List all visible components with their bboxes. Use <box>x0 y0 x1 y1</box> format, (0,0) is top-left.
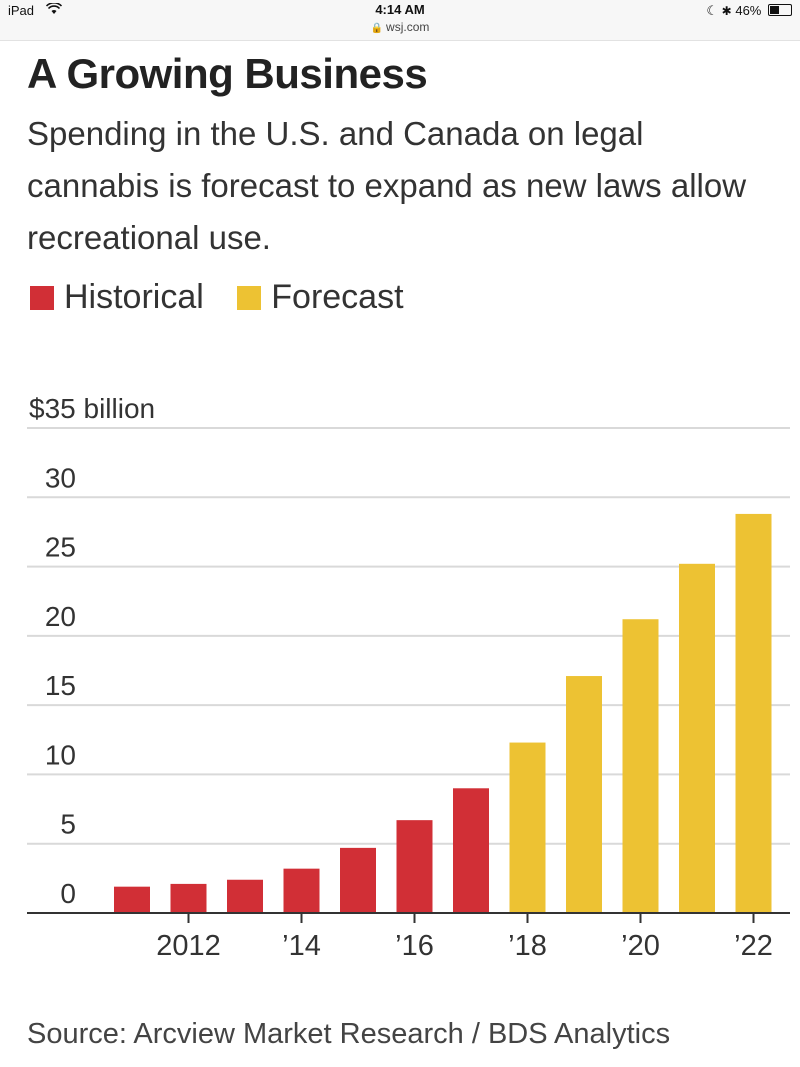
url-text: wsj.com <box>386 20 430 34</box>
legend-swatch-historical <box>30 286 54 310</box>
source-note: Source: Arcview Market Research / BDS An… <box>27 1018 671 1050</box>
chart-title: A Growing Business <box>27 50 428 97</box>
bar-chart: 0 5 10 15 20 25 30 $35 billion 2012 ’14 ’16 ’18 ’20 ’… <box>27 393 790 962</box>
battery-status: ☾ ✱ 46% <box>706 3 792 19</box>
legend-item-forecast: Forecast <box>237 278 404 317</box>
y-tick-label: 0 <box>60 878 76 909</box>
bar-2020 <box>622 619 659 913</box>
device-label: iPad <box>8 3 35 18</box>
bar-2013 <box>227 879 263 913</box>
x-tick-label: ’20 <box>621 930 660 962</box>
y-tick-label: 5 <box>60 809 76 840</box>
bar-2012 <box>170 883 207 913</box>
y-tick-label: 15 <box>45 670 76 701</box>
x-tick-label: ’16 <box>395 930 434 962</box>
x-tick-label: 2012 <box>156 930 221 962</box>
y-tick-label: 25 <box>45 532 76 563</box>
bar-2015 <box>340 847 376 913</box>
x-tick-label: ’18 <box>508 930 547 962</box>
bluetooth-icon: ✱ <box>721 4 732 18</box>
url-bar[interactable]: 🔒 wsj.com <box>0 20 800 34</box>
legend-item-historical: Historical <box>30 278 204 317</box>
lock-icon: 🔒 <box>370 23 384 34</box>
y-tick-label: 10 <box>45 739 76 770</box>
clock: 4:14 AM <box>375 2 425 17</box>
legend-swatch-forecast <box>237 286 262 310</box>
status-bar: iPad 4:14 AM 🔒 wsj.com ☾ ✱ 46% <box>0 0 800 41</box>
x-tick-label: ’14 <box>282 930 321 962</box>
wifi-icon <box>45 2 63 18</box>
y-tick-label: 20 <box>45 601 76 632</box>
bar-2011 <box>114 886 150 913</box>
moon-icon: ☾ <box>706 3 719 18</box>
bar-2022 <box>735 513 772 913</box>
y-tick-label: 30 <box>45 462 76 493</box>
legend-label-historical: Historical <box>64 278 204 316</box>
bar-2021 <box>679 563 715 913</box>
bar-2017 <box>453 788 489 913</box>
bar-2018 <box>509 742 546 913</box>
battery-icon <box>768 4 792 16</box>
legend-label-forecast: Forecast <box>271 278 404 316</box>
y-tick-label: $35 billion <box>29 393 155 424</box>
bar-2019 <box>566 676 602 913</box>
battery-percent: 46% <box>735 3 762 18</box>
battery-fill <box>770 6 780 14</box>
bar-2014 <box>283 868 320 913</box>
chart-subtitle: Spending in the U.S. and Canada on legal… <box>27 115 747 256</box>
legend: Historical Forecast <box>30 278 428 317</box>
x-tick-label: ’22 <box>734 930 773 962</box>
bar-2016 <box>396 820 433 913</box>
